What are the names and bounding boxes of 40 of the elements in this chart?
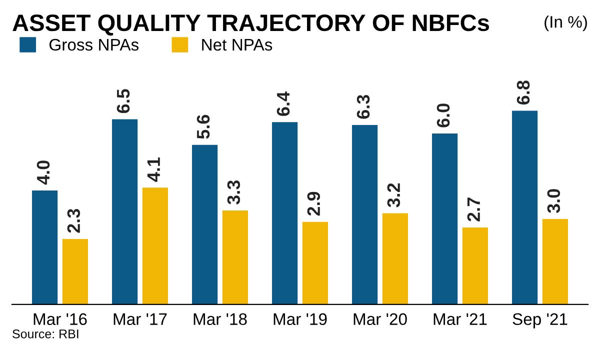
x-tick-label: Mar '21 bbox=[434, 313, 487, 326]
x-tick-label: Mar '17 bbox=[114, 313, 167, 326]
bar bbox=[382, 213, 408, 304]
legend-label: Net NPAs bbox=[202, 39, 272, 51]
chart-subtitle: (In %) bbox=[544, 16, 587, 32]
bar bbox=[222, 210, 248, 304]
x-tick-label: Mar '16 bbox=[34, 313, 87, 326]
bar bbox=[192, 144, 218, 304]
data-label: 3.3 bbox=[227, 180, 240, 204]
legend-label: Gross NPAs bbox=[50, 38, 139, 51]
x-tick-label: Mar '18 bbox=[194, 313, 247, 326]
data-label: 3.2 bbox=[387, 183, 400, 208]
data-label: 2.3 bbox=[67, 208, 80, 233]
chart-title: ASSET QUALITY TRAJECTORY OF NBFCs bbox=[12, 14, 490, 36]
data-label: 4.1 bbox=[147, 158, 160, 182]
data-label: 2.9 bbox=[307, 192, 320, 216]
bar bbox=[432, 134, 458, 304]
data-label: 5.6 bbox=[196, 114, 210, 139]
x-tick-label: Mar '19 bbox=[274, 313, 327, 326]
bar bbox=[32, 190, 58, 304]
bar bbox=[62, 238, 88, 304]
data-label: 6.8 bbox=[516, 80, 530, 105]
data-label: 3.0 bbox=[547, 189, 560, 214]
bar bbox=[142, 188, 168, 304]
bar bbox=[302, 222, 328, 304]
bar bbox=[462, 228, 488, 304]
data-label: 4.0 bbox=[36, 160, 50, 185]
data-label: 6.5 bbox=[116, 89, 130, 114]
bar bbox=[512, 110, 538, 304]
data-label: 6.4 bbox=[276, 92, 290, 116]
data-label: 2.7 bbox=[467, 198, 480, 222]
data-label: 6.3 bbox=[356, 94, 370, 119]
data-label: 6.0 bbox=[436, 104, 450, 128]
bar bbox=[112, 119, 138, 304]
bar bbox=[352, 124, 378, 304]
bar bbox=[542, 219, 568, 304]
x-tick-label: Mar '20 bbox=[354, 313, 407, 326]
x-tick-label: Sep '21 bbox=[512, 313, 568, 328]
source-note: Source: RBI bbox=[12, 329, 78, 338]
bar bbox=[272, 122, 298, 304]
